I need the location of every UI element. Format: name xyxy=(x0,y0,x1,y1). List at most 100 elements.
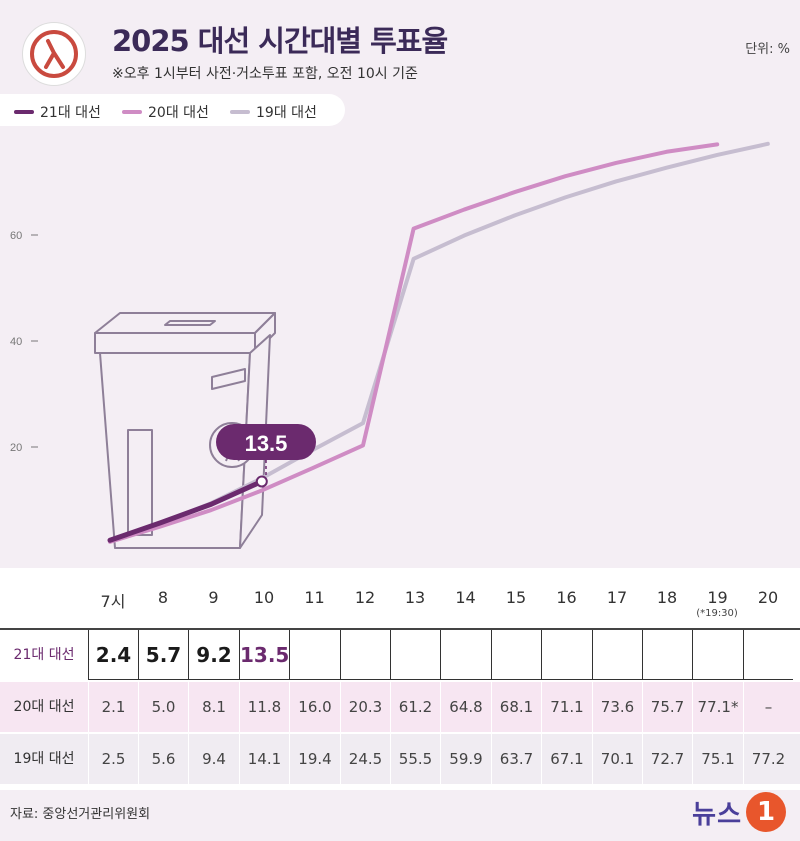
legend: 21대 대선 20대 대선 19대 대선 xyxy=(0,94,345,126)
legend-item-19: 19대 대선 xyxy=(230,102,317,122)
row-label: 20대 대선 xyxy=(13,699,75,715)
table-cell: 5.0 xyxy=(138,682,188,732)
brand-name: 뉴스 xyxy=(692,799,742,830)
table-cell: 71.1 xyxy=(541,682,592,732)
table-cell: 63.7 xyxy=(491,734,541,784)
series-line-0 xyxy=(107,478,265,543)
column-header: 10 xyxy=(253,588,275,607)
ballot-mark-icon xyxy=(30,30,78,78)
table-cell: 2.5 xyxy=(88,734,138,784)
table-cell xyxy=(390,630,440,680)
column-header: 13 xyxy=(404,588,426,607)
column-header: 11 xyxy=(304,588,325,607)
table-cell: 68.1 xyxy=(491,682,541,732)
column-header: 9 xyxy=(208,588,219,607)
table-cell xyxy=(642,630,692,680)
table-cell: 11.8 xyxy=(239,682,289,732)
column-header: 16 xyxy=(556,588,577,607)
series-lines xyxy=(107,141,770,544)
page-subtitle: ※오후 1시부터 사전·거소투표 포함, 오전 10시 기준 xyxy=(112,66,418,82)
column-header: 20 xyxy=(757,588,779,607)
table-cell: 75.1 xyxy=(692,734,743,784)
ballot-box-slot xyxy=(164,320,216,326)
ballot-box-door xyxy=(127,429,153,536)
legend-swatch xyxy=(230,110,250,114)
table-cell xyxy=(491,630,541,680)
column-header: 15 xyxy=(505,588,527,607)
line-chart: 20 40 60 80 13.5 xyxy=(10,135,770,549)
table-cell: 77.1* xyxy=(692,682,743,732)
table-cell: 5.6 xyxy=(138,734,188,784)
series-endpoint-dot xyxy=(255,475,268,488)
ballot-box-illustration xyxy=(94,312,276,549)
table-cell: 67.1 xyxy=(541,734,592,784)
table-cell: 55.5 xyxy=(390,734,440,784)
table-cell: 72.7 xyxy=(642,734,692,784)
y-tick-label: 40 xyxy=(10,336,22,348)
table-cell: 20.3 xyxy=(340,682,390,732)
table-cell: – xyxy=(743,682,793,732)
table-cell: 61.2 xyxy=(390,682,440,732)
legend-item-20: 20대 대선 xyxy=(122,102,209,122)
row-label: 19대 대선 xyxy=(13,751,75,767)
ballot-box-lid-front xyxy=(94,332,256,354)
source-note: 자료: 중앙선거관리위원회 xyxy=(10,807,151,822)
series-line-1 xyxy=(108,142,720,544)
column-header: 7시 xyxy=(100,592,126,611)
ballot-mark-logo xyxy=(22,22,86,86)
ballot-box-handle xyxy=(211,368,246,390)
column-header: 17 xyxy=(606,588,628,607)
y-tick-label: 60 xyxy=(10,230,22,242)
data-table: 7시 8 9 10 11 12 13 14 15 16 17 18 19 20 (*19:30) 21대 대… xyxy=(0,568,800,790)
column-header: 8 xyxy=(157,588,169,607)
table-cell: 70.1 xyxy=(592,734,642,784)
callout-value: 13.5 xyxy=(245,431,288,456)
table-cell xyxy=(340,630,390,680)
table-row: 20대 대선 2.1 5.0 8.1 11.8 16.0 20.3 61.2 64.8 68.1 7… xyxy=(0,682,800,732)
y-tick-label: 80 xyxy=(10,135,22,136)
table-cell xyxy=(592,630,642,680)
table-cell: 19.4 xyxy=(289,734,340,784)
table-cell xyxy=(541,630,592,680)
table-cell xyxy=(440,630,491,680)
header: 2025 대선 시간대별 투표율 ※오후 1시부터 사전·거소투표 포함, 오전… xyxy=(0,0,800,135)
table-cell xyxy=(289,630,340,680)
legend-swatch xyxy=(14,110,34,114)
legend-label: 19대 대선 xyxy=(256,105,317,121)
column-note: (*19:30) xyxy=(696,608,738,619)
callout: 13.5 xyxy=(216,424,316,477)
y-tick-label: 20 xyxy=(10,442,22,454)
table-cell: 2.4 xyxy=(88,630,138,680)
table-cell: 64.8 xyxy=(440,682,491,732)
table-cell: 5.7 xyxy=(138,630,188,680)
table-cell xyxy=(743,630,793,680)
unit-label: 단위: % xyxy=(745,42,790,57)
callout-bubble xyxy=(216,424,316,460)
table-row: 21대 대선 2.4 5.7 9.2 13.5 xyxy=(0,628,800,680)
table-cell: 2.1 xyxy=(88,682,138,732)
table-cell: 9.4 xyxy=(188,734,239,784)
legend-item-21: 21대 대선 xyxy=(14,102,101,122)
brand-badge: 1 xyxy=(746,792,786,832)
column-header: 18 xyxy=(656,588,678,607)
legend-swatch xyxy=(122,110,142,114)
table-cell: 8.1 xyxy=(188,682,239,732)
column-header: 19 xyxy=(707,588,728,607)
table-cell: 73.6 xyxy=(592,682,642,732)
table-cell xyxy=(692,630,743,680)
table-cell: 14.1 xyxy=(239,734,289,784)
table-header: 7시 8 9 10 11 12 13 14 15 16 17 18 19 20 (*19:30) xyxy=(0,568,800,628)
y-axis: 20 40 60 80 xyxy=(10,135,38,454)
table-cell: 16.0 xyxy=(289,682,340,732)
legend-label: 21대 대선 xyxy=(40,105,101,121)
page-title: 2025 대선 시간대별 투표율 xyxy=(112,24,448,58)
legend-label: 20대 대선 xyxy=(148,105,209,121)
table-cell: 9.2 xyxy=(188,630,239,680)
table-cell: 59.9 xyxy=(440,734,491,784)
table-cell: 24.5 xyxy=(340,734,390,784)
table-cell: 77.2 xyxy=(743,734,793,784)
column-header: 12 xyxy=(354,588,376,607)
column-header: 14 xyxy=(455,588,476,607)
table-row: 19대 대선 2.5 5.6 9.4 14.1 19.4 24.5 55.5 59.9 63.7 6… xyxy=(0,734,800,784)
table-cell: 75.7 xyxy=(642,682,692,732)
